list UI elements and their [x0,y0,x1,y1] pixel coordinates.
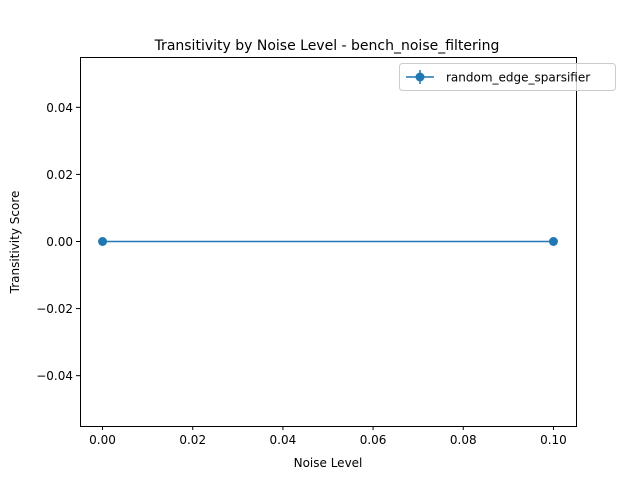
x-tick-label: 0.00 [89,433,116,447]
y-tick-label: −0.04 [36,369,73,383]
y-tick-label: −0.02 [36,302,73,316]
legend: random_edge_sparsifier [399,63,616,91]
y-axis-label: Transitivity Score [8,191,22,295]
data-point [98,237,108,246]
plot-marks [98,237,558,246]
legend-label: random_edge_sparsifier [446,71,590,85]
legend-box [399,63,616,91]
y-axis: −0.04 −0.02 0.00 0.02 0.04 [36,101,80,383]
x-axis-label: Noise Level [294,456,363,470]
y-tick-label: 0.02 [46,168,73,182]
x-tick-label: 0.02 [179,433,206,447]
y-tick-label: 0.04 [46,101,73,115]
x-axis: 0.00 0.02 0.04 0.06 0.08 0.10 [89,426,567,447]
plot-area-frame [80,57,577,427]
x-tick-label: 0.06 [360,433,387,447]
y-tick-label: 0.00 [46,235,73,249]
x-tick-label: 0.08 [450,433,477,447]
legend-marker [415,72,425,82]
data-point [548,237,558,246]
legend-entries: random_edge_sparsifier [406,70,590,85]
x-tick-label: 0.10 [540,433,567,447]
x-tick-label: 0.04 [270,433,297,447]
chart-title: Transitivity by Noise Level - bench_nois… [154,38,500,54]
